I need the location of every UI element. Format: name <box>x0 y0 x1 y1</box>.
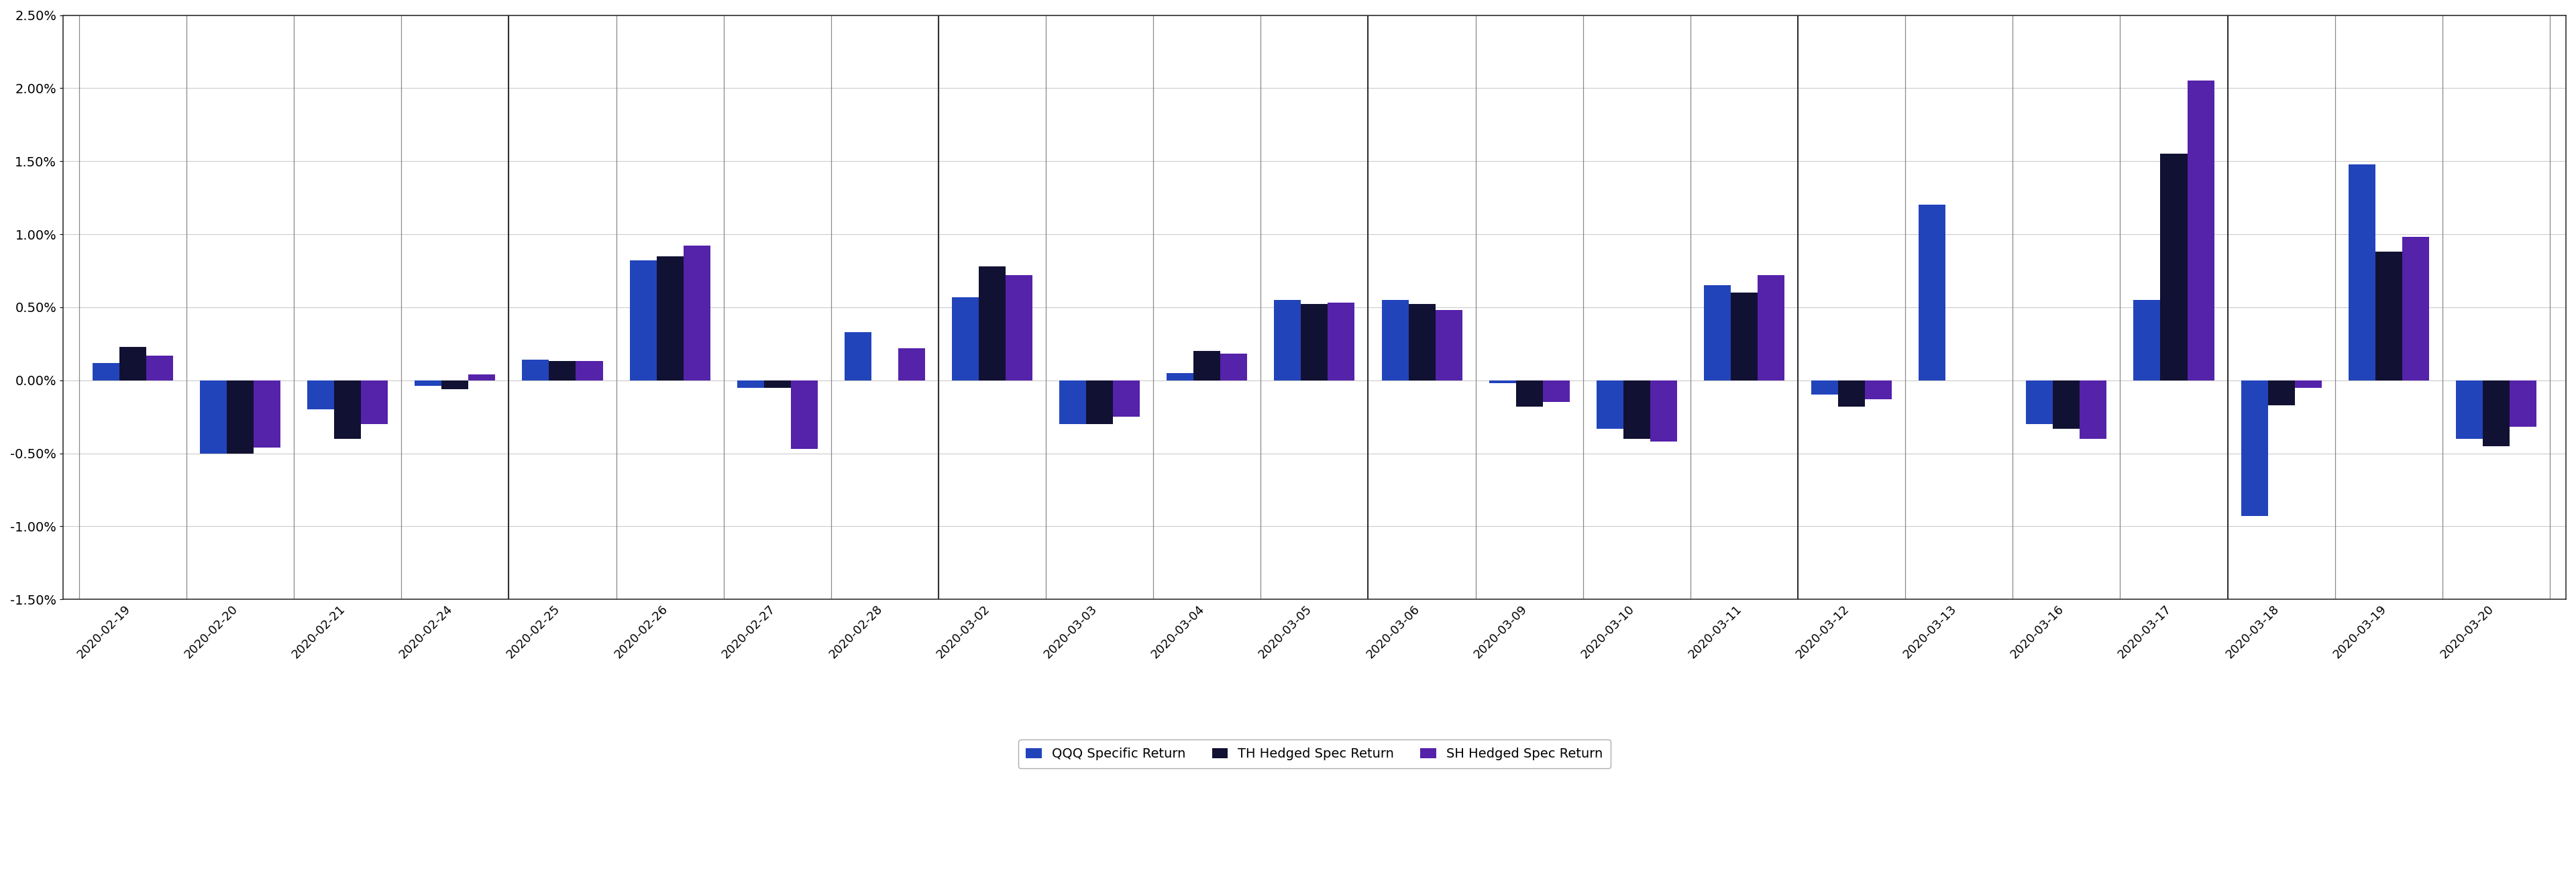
Bar <box>361 381 389 424</box>
Bar <box>118 346 147 381</box>
Bar <box>1623 381 1651 438</box>
Bar <box>440 381 469 389</box>
Bar <box>1087 381 1113 424</box>
Bar <box>1919 205 1945 381</box>
Bar <box>1597 381 1623 429</box>
Bar <box>1839 381 1865 407</box>
Bar <box>1757 275 1785 381</box>
Bar <box>1221 354 1247 381</box>
Bar <box>1409 304 1435 381</box>
Bar <box>1167 373 1193 381</box>
Bar <box>1865 381 1891 399</box>
Bar <box>1515 381 1543 407</box>
Bar <box>1651 381 1677 442</box>
Bar <box>201 381 227 453</box>
Bar <box>1327 303 1355 381</box>
Bar <box>147 355 173 381</box>
Bar <box>2509 381 2537 427</box>
Bar <box>577 361 603 381</box>
Bar <box>1113 381 1141 416</box>
Bar <box>415 381 440 386</box>
Bar <box>765 381 791 388</box>
Bar <box>335 381 361 438</box>
Bar <box>2267 381 2295 405</box>
Bar <box>252 381 281 447</box>
Bar <box>683 246 711 381</box>
Legend: QQQ Specific Return, TH Hedged Spec Return, SH Hedged Spec Return: QQQ Specific Return, TH Hedged Spec Retu… <box>1018 739 1610 768</box>
Bar <box>1381 300 1409 381</box>
Bar <box>2401 237 2429 381</box>
Bar <box>2295 381 2321 388</box>
Bar <box>2027 381 2053 424</box>
Bar <box>2375 252 2401 381</box>
Bar <box>2133 300 2161 381</box>
Bar <box>1059 381 1087 424</box>
Bar <box>2053 381 2079 429</box>
Bar <box>1435 310 1463 381</box>
Bar <box>1811 381 1839 395</box>
Bar <box>899 348 925 381</box>
Bar <box>1543 381 1569 402</box>
Bar <box>2483 381 2509 446</box>
Bar <box>1275 300 1301 381</box>
Bar <box>1005 275 1033 381</box>
Bar <box>1703 285 1731 381</box>
Bar <box>791 381 817 449</box>
Bar <box>2161 154 2187 381</box>
Bar <box>227 381 252 453</box>
Bar <box>1193 351 1221 381</box>
Bar <box>1489 381 1515 383</box>
Bar <box>657 256 683 381</box>
Bar <box>737 381 765 388</box>
Bar <box>979 266 1005 381</box>
Bar <box>629 261 657 381</box>
Bar <box>307 381 335 410</box>
Bar <box>2455 381 2483 438</box>
Bar <box>1301 304 1327 381</box>
Bar <box>2187 80 2215 381</box>
Bar <box>2241 381 2267 516</box>
Bar <box>523 360 549 381</box>
Bar <box>1731 292 1757 381</box>
Bar <box>93 363 118 381</box>
Bar <box>469 374 495 381</box>
Bar <box>953 297 979 381</box>
Bar <box>549 361 577 381</box>
Bar <box>2079 381 2107 438</box>
Bar <box>845 332 871 381</box>
Bar <box>2349 164 2375 381</box>
